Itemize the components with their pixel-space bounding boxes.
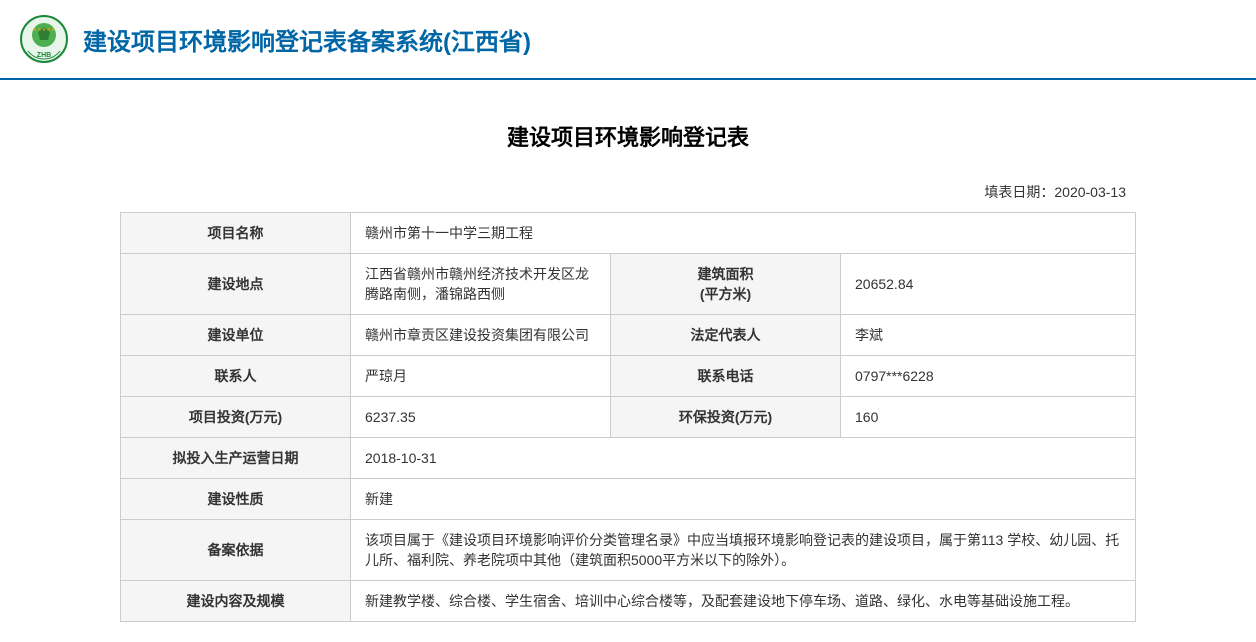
- label-contact: 联系人: [121, 356, 351, 397]
- zhb-logo-icon: ★★★★★ ZHB: [20, 15, 68, 63]
- table-row: 项目投资(万元) 6237.35 环保投资(万元) 160: [121, 397, 1136, 438]
- label-building-area: 建筑面积 (平方米): [611, 254, 841, 315]
- form-title: 建设项目环境影响登记表: [120, 120, 1136, 152]
- value-building-area: 20652.84: [841, 254, 1136, 315]
- content-area: 建设项目环境影响登记表 填表日期：2020-03-13 项目名称 赣州市第十一中…: [0, 80, 1256, 642]
- value-legal-rep: 李斌: [841, 315, 1136, 356]
- fill-date-value: 2020-03-13: [1054, 184, 1126, 200]
- table-row: 建设内容及规模 新建教学楼、综合楼、学生宿舍、培训中心综合楼等，及配套建设地下停…: [121, 581, 1136, 622]
- value-content-scale: 新建教学楼、综合楼、学生宿舍、培训中心综合楼等，及配套建设地下停车场、道路、绿化…: [351, 581, 1136, 622]
- table-row: 建设单位 赣州市章贡区建设投资集团有限公司 法定代表人 李斌: [121, 315, 1136, 356]
- system-title: 建设项目环境影响登记表备案系统(江西省): [83, 22, 531, 57]
- value-location: 江西省赣州市赣州经济技术开发区龙腾路南侧，潘锦路西侧: [351, 254, 611, 315]
- label-construction-unit: 建设单位: [121, 315, 351, 356]
- label-operation-date: 拟投入生产运营日期: [121, 438, 351, 479]
- label-investment: 项目投资(万元): [121, 397, 351, 438]
- label-nature: 建设性质: [121, 479, 351, 520]
- table-row: 建设地点 江西省赣州市赣州经济技术开发区龙腾路南侧，潘锦路西侧 建筑面积 (平方…: [121, 254, 1136, 315]
- table-row: 备案依据 该项目属于《建设项目环境影响评价分类管理名录》中应当填报环境影响登记表…: [121, 520, 1136, 581]
- label-phone: 联系电话: [611, 356, 841, 397]
- label-env-investment: 环保投资(万元): [611, 397, 841, 438]
- label-content-scale: 建设内容及规模: [121, 581, 351, 622]
- value-filing-basis: 该项目属于《建设项目环境影响评价分类管理名录》中应当填报环境影响登记表的建设项目…: [351, 520, 1136, 581]
- value-env-investment: 160: [841, 397, 1136, 438]
- value-investment: 6237.35: [351, 397, 611, 438]
- page-header: ★★★★★ ZHB 建设项目环境影响登记表备案系统(江西省): [0, 0, 1256, 80]
- value-project-name: 赣州市第十一中学三期工程: [351, 213, 1136, 254]
- fill-date-line: 填表日期：2020-03-13: [120, 182, 1136, 202]
- value-construction-unit: 赣州市章贡区建设投资集团有限公司: [351, 315, 611, 356]
- label-project-name: 项目名称: [121, 213, 351, 254]
- table-row: 联系人 严琼月 联系电话 0797***6228: [121, 356, 1136, 397]
- table-row: 建设性质 新建: [121, 479, 1136, 520]
- svg-text:★★★★★: ★★★★★: [33, 27, 56, 33]
- value-phone: 0797***6228: [841, 356, 1136, 397]
- fill-date-label: 填表日期：: [984, 184, 1054, 200]
- registration-table: 项目名称 赣州市第十一中学三期工程 建设地点 江西省赣州市赣州经济技术开发区龙腾…: [120, 212, 1136, 622]
- value-operation-date: 2018-10-31: [351, 438, 1136, 479]
- svg-text:ZHB: ZHB: [37, 52, 51, 59]
- label-filing-basis: 备案依据: [121, 520, 351, 581]
- label-location: 建设地点: [121, 254, 351, 315]
- table-row: 拟投入生产运营日期 2018-10-31: [121, 438, 1136, 479]
- value-nature: 新建: [351, 479, 1136, 520]
- value-contact: 严琼月: [351, 356, 611, 397]
- label-legal-rep: 法定代表人: [611, 315, 841, 356]
- table-row: 项目名称 赣州市第十一中学三期工程: [121, 213, 1136, 254]
